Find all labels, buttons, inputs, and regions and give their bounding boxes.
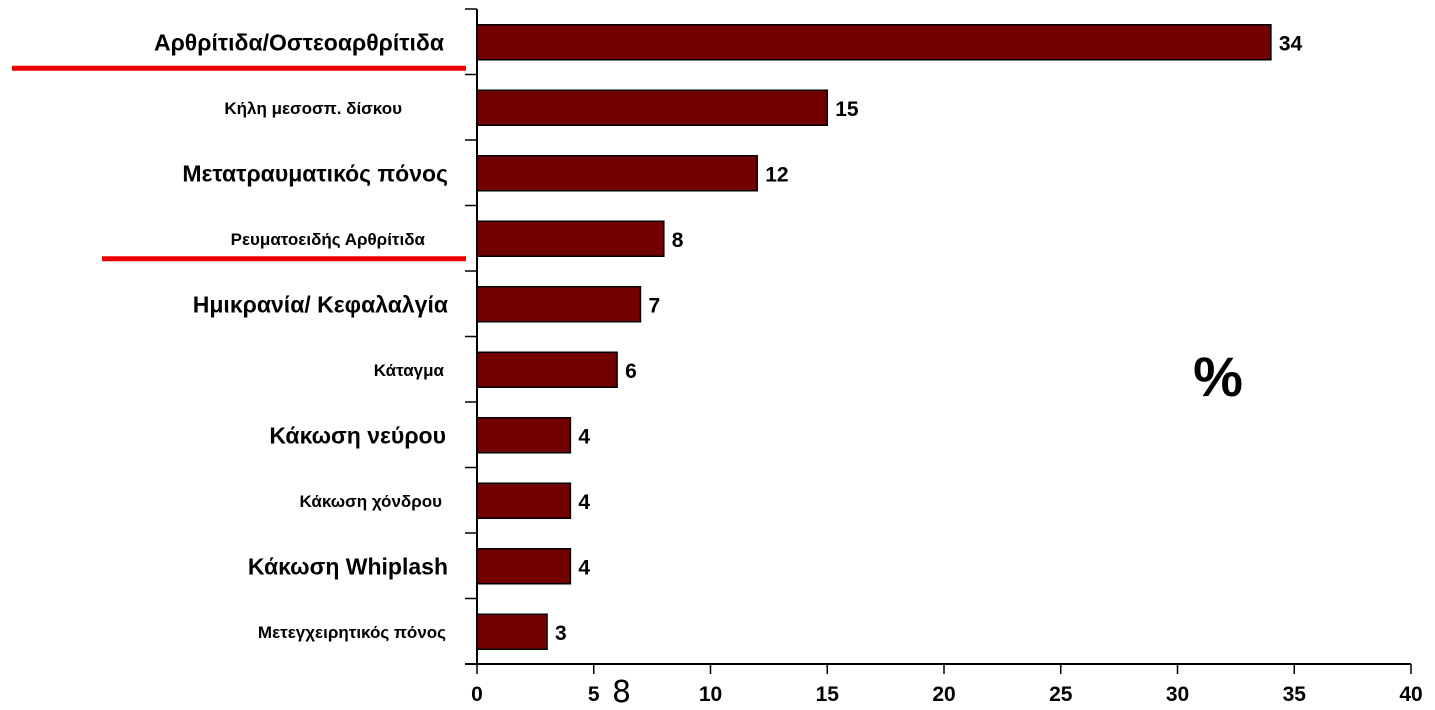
- value-labels-group: 34 15 12 8 7 6 4 4 4 3: [555, 32, 1303, 645]
- x-tick-label: 5: [588, 683, 600, 706]
- ticks-group: 0 5 10 15 20 25 30 35 40: [465, 8, 1423, 706]
- category-label: Κάκωση νεύρου: [269, 422, 446, 448]
- x-tick-label: 15: [816, 683, 840, 706]
- data-label: 34: [1279, 32, 1303, 55]
- data-label: 8: [672, 229, 684, 252]
- category-label: Κάκωση Whiplash: [248, 553, 448, 579]
- category-label: Κήλη μεσοσπ. δίσκου: [224, 99, 402, 118]
- data-label: 7: [648, 294, 660, 317]
- bar: [476, 548, 572, 585]
- x-tick-label: 25: [1049, 683, 1073, 706]
- highlight-underlines: [12, 65, 466, 262]
- bar: [476, 286, 642, 323]
- bar: [476, 89, 828, 126]
- data-label: 3: [555, 622, 567, 645]
- data-label: 12: [765, 163, 788, 186]
- x-tick-label: 35: [1283, 683, 1307, 706]
- category-label: Ημικρανία/ Κεφαλαλγία: [193, 291, 448, 317]
- x-tick-label: 40: [1399, 683, 1422, 706]
- category-label: Αρθρίτιδα/Οστεοαρθρίτιδα: [154, 29, 444, 55]
- x-tick-label: 30: [1166, 683, 1189, 706]
- x-tick-label: 20: [932, 683, 955, 706]
- category-label: Κάταγμα: [374, 361, 445, 380]
- bar: [476, 482, 572, 519]
- bar: [476, 220, 665, 257]
- category-label: Κάκωση χόνδρου: [300, 492, 443, 511]
- page-number: 8: [612, 675, 631, 710]
- x-tick-label: 0: [471, 683, 483, 706]
- category-label: Ρευματοειδής Αρθρίτιδα: [231, 230, 426, 249]
- bar: [476, 351, 618, 388]
- data-label: 15: [835, 98, 859, 121]
- category-label: Μετεγχειρητικός πόνος: [258, 623, 446, 642]
- data-label: 4: [578, 556, 590, 579]
- data-label: 6: [625, 360, 637, 383]
- category-label: Μετατραυματικός πόνος: [182, 160, 448, 186]
- category-labels-group: Αρθρίτιδα/Οστεοαρθρίτιδα Κήλη μεσοσπ. δίσ…: [154, 29, 448, 642]
- data-label: 4: [578, 491, 590, 514]
- bar: [476, 24, 1272, 61]
- bar: [476, 155, 758, 192]
- data-label: 4: [578, 425, 590, 448]
- bars-group: [476, 24, 1272, 650]
- unit-label: %: [1193, 345, 1243, 408]
- bar: [476, 417, 572, 454]
- x-tick-label: 10: [699, 683, 722, 706]
- bar: [476, 613, 548, 650]
